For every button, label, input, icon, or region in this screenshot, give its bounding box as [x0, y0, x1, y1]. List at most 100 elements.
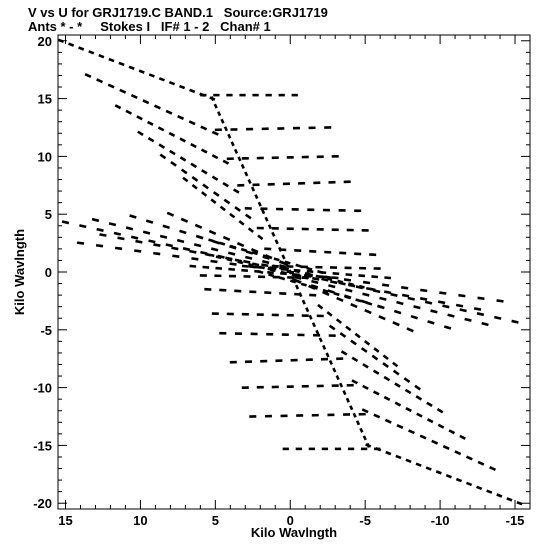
uv-point: [191, 183, 198, 190]
uv-point: [230, 141, 235, 147]
uv-point: [311, 322, 317, 328]
uv-point: [257, 269, 264, 275]
uv-point: [464, 317, 472, 322]
uv-point: [91, 217, 100, 223]
uv-point: [362, 292, 370, 297]
uv-point: [294, 275, 302, 280]
uv-point: [426, 401, 433, 408]
uv-point: [319, 270, 327, 275]
uv-point: [327, 289, 335, 294]
uv-point: [247, 179, 252, 185]
uv-point: [251, 251, 258, 256]
uv-point: [351, 379, 358, 385]
uv-point: [425, 466, 432, 471]
uv-point: [420, 288, 428, 293]
uv-point: [153, 243, 161, 247]
uv-point: [210, 198, 217, 204]
uv-point: [351, 356, 359, 363]
uv-point: [345, 288, 353, 293]
uv-point: [392, 361, 399, 368]
uv-point: [226, 257, 233, 262]
uv-point: [281, 254, 286, 260]
uv-point: [396, 300, 404, 306]
uv-point: [383, 375, 391, 382]
y-tick-label: -5: [40, 323, 52, 338]
uv-point: [394, 401, 402, 407]
uv-point: [250, 186, 256, 192]
uv-point: [328, 324, 336, 331]
uv-point: [229, 244, 237, 249]
chart-title-line-1: V vs U for GRJ1719.C BAND.1 Source:GRJ17…: [28, 5, 328, 20]
uv-point: [211, 154, 219, 160]
uv-point: [234, 206, 241, 212]
uv-point: [419, 297, 428, 301]
uv-point: [342, 390, 347, 396]
uv-point: [301, 299, 306, 305]
uv-point: [506, 497, 513, 502]
uv-point: [130, 93, 138, 99]
uv-point: [369, 287, 376, 292]
uv-point: [303, 273, 312, 278]
uv-point: [361, 408, 369, 414]
y-tick-label: 5: [45, 207, 52, 222]
uv-point: [210, 96, 215, 102]
uv-point: [363, 340, 371, 346]
uv-point: [220, 118, 225, 124]
uv-point: [262, 254, 269, 259]
uv-point: [371, 275, 379, 279]
uv-point: [360, 299, 369, 305]
uv-point: [340, 350, 348, 356]
uv-point: [254, 194, 259, 200]
uv-point: [355, 420, 361, 426]
uv-point: [439, 291, 447, 295]
uv-point: [78, 46, 85, 51]
uv-point: [179, 84, 186, 90]
uv-point: [210, 259, 218, 264]
uv-point: [305, 307, 310, 313]
uv-point: [424, 300, 433, 305]
uv-point: [262, 259, 270, 265]
uv-point: [382, 362, 389, 368]
uv-point: [190, 162, 197, 169]
x-tick-label: 0: [287, 513, 294, 528]
uv-point: [295, 263, 302, 268]
y-tick-label: -10: [33, 381, 52, 396]
uv-point: [390, 292, 398, 297]
uv-point: [222, 181, 229, 188]
uv-point: [304, 272, 311, 276]
uv-point: [350, 339, 357, 346]
uv-point: [489, 466, 496, 472]
uv-point: [326, 311, 333, 317]
uv-point: [215, 255, 222, 260]
uv-point: [447, 313, 455, 318]
uv-point: [145, 219, 154, 224]
uv-point: [337, 279, 344, 284]
uv-point: [384, 418, 392, 424]
uv-point: [200, 148, 208, 154]
uv-point: [279, 264, 287, 269]
uv-point: [157, 126, 165, 132]
uv-point: [306, 269, 314, 274]
uv-point: [372, 369, 380, 375]
uv-point: [289, 279, 297, 284]
uv-point: [135, 239, 143, 244]
uv-point: [84, 72, 92, 78]
uv-point: [201, 169, 208, 175]
uv-point: [237, 156, 242, 162]
uv-point: [322, 290, 330, 296]
uv-point: [328, 284, 336, 289]
uv-point: [317, 303, 324, 310]
uv-point: [344, 295, 351, 300]
uv-point: [138, 69, 145, 74]
uv-point: [142, 230, 151, 235]
uv-point: [404, 388, 412, 395]
uv-point: [244, 255, 253, 260]
uv-point: [315, 274, 322, 279]
uv-point: [481, 321, 489, 327]
uv-point: [241, 264, 249, 268]
uv-point: [190, 142, 197, 149]
uv-point: [326, 277, 333, 281]
uv-point: [223, 126, 228, 132]
uv-point: [165, 243, 173, 248]
